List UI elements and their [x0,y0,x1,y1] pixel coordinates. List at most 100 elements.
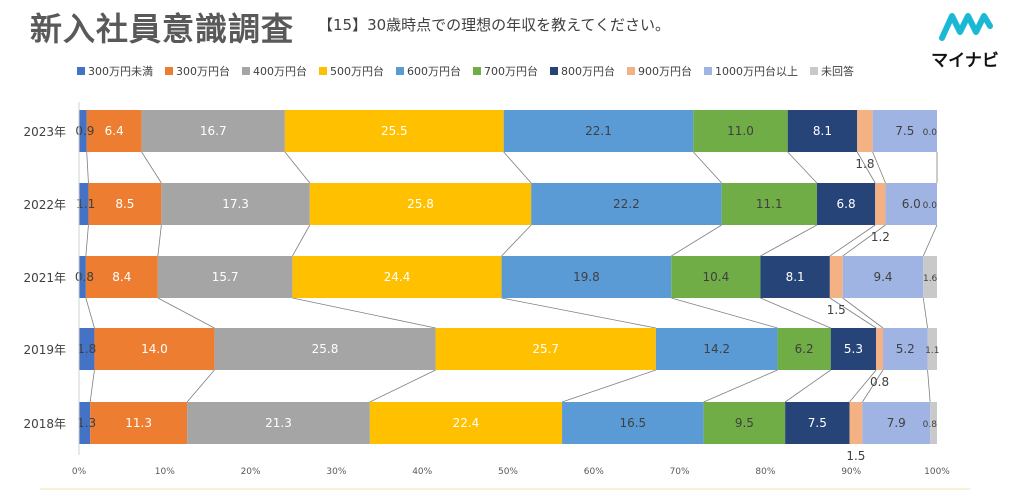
data-label: 10.4 [702,270,729,284]
data-label: 6.0 [902,197,921,211]
survey-question: 【15】30歳時点での理想の年収を教えてください。 [318,16,670,34]
bar-segment [94,328,215,370]
bar-segment [655,328,778,370]
connector-line [501,297,656,329]
x-tick-label: 50% [498,467,518,477]
legend-label: 900万円台 [638,65,692,78]
connector-line [369,369,436,403]
data-label: 22.2 [613,197,640,211]
connector-line [922,297,928,329]
connector-line [829,224,876,257]
legend-swatch [550,67,558,75]
legend-label: 300万円台 [176,65,230,78]
data-label: 8.4 [112,270,131,284]
bar-segment [161,183,310,225]
data-label: 16.5 [619,416,646,430]
data-label: 9.5 [735,416,754,430]
data-label: 7.5 [808,416,827,430]
data-label: 0.9 [75,124,94,138]
x-tick-label: 20% [241,467,261,477]
legend-label: 800万円台 [561,65,615,78]
legend-item: 400万円台 [242,63,307,79]
legend-swatch [165,67,173,75]
bar-segment [883,328,928,370]
data-label: 1.5 [846,449,865,463]
connector-line [842,297,884,329]
connector-line [856,151,876,184]
bar-segment [816,183,876,225]
bar-segment [923,256,937,298]
connector-line [671,224,722,257]
data-label: 21.3 [265,416,292,430]
data-label: 1.6 [923,274,938,284]
bar-segment [829,256,843,298]
bar-segment [857,110,873,152]
header: 新入社員意識調査 【15】30歳時点での理想の年収を教えてください。 マイナビ [0,0,1010,71]
data-label: 5.3 [844,342,863,356]
mynavi-logo-mark-icon [939,13,993,41]
connector-line [157,224,162,257]
connector-line [862,369,884,403]
connector-line [842,224,886,257]
bar-segment [875,183,886,225]
data-label: 14.0 [141,342,168,356]
data-label: 1.8 [77,342,96,356]
bottom-divider [40,488,970,490]
connector-line [872,151,886,184]
legend-swatch [77,67,85,75]
bar-segment [842,256,924,298]
legend-label: 未回答 [821,65,854,78]
legend-item: 800万円台 [550,63,615,79]
bar-segment [79,402,91,444]
data-label: 17.3 [222,197,249,211]
bar-segment [562,402,704,444]
legend-label: 1000万円台以上 [715,65,798,78]
connector-line [501,224,532,257]
legend-swatch [396,67,404,75]
x-tick-label: 70% [670,467,690,477]
bar-segment [927,328,937,370]
bar-segment [88,183,162,225]
connector-line [760,224,818,257]
legend-item: 700万円台 [473,63,538,79]
data-label: 1.5 [827,303,846,317]
data-label: 1.2 [871,230,890,244]
x-tick-label: 100% [924,467,950,477]
x-tick-label: 0% [72,467,87,477]
bar-segment [79,110,87,152]
data-label: 1.1 [925,346,939,356]
category-label: 2021年 [23,271,66,285]
data-label: 8.1 [786,270,805,284]
bar-segment [703,402,786,444]
x-tick-label: 30% [326,467,346,477]
connector-line [703,369,778,403]
data-label: 7.5 [895,124,914,138]
bar-segment [777,328,831,370]
data-label: 9.4 [873,270,892,284]
mynavi-logo: マイナビ [930,8,1000,71]
bar-segment [284,110,504,152]
legend-item: 未回答 [810,63,854,79]
connector-line [561,369,656,403]
legend-swatch [704,67,712,75]
data-label: 0.8 [75,270,94,284]
data-label: 25.8 [312,342,339,356]
logo-text: マイナビ [931,51,999,71]
bar-segment [721,183,817,225]
data-label: 6.2 [795,342,814,356]
legend-item: 1000万円台以上 [704,63,798,79]
connector-line [186,369,215,403]
legend-item: 500万円台 [319,63,384,79]
legend-label: 400万円台 [253,65,307,78]
connector-line [927,369,931,403]
connector-line [85,297,95,329]
connector-line [693,151,722,184]
data-label: 1.1 [76,197,95,211]
bar-segment [830,328,877,370]
data-label: 15.7 [212,270,239,284]
data-label: 22.1 [585,124,612,138]
data-label: 22.4 [453,416,480,430]
category-label: 2018年 [23,417,66,431]
x-tick-label: 80% [755,467,775,477]
